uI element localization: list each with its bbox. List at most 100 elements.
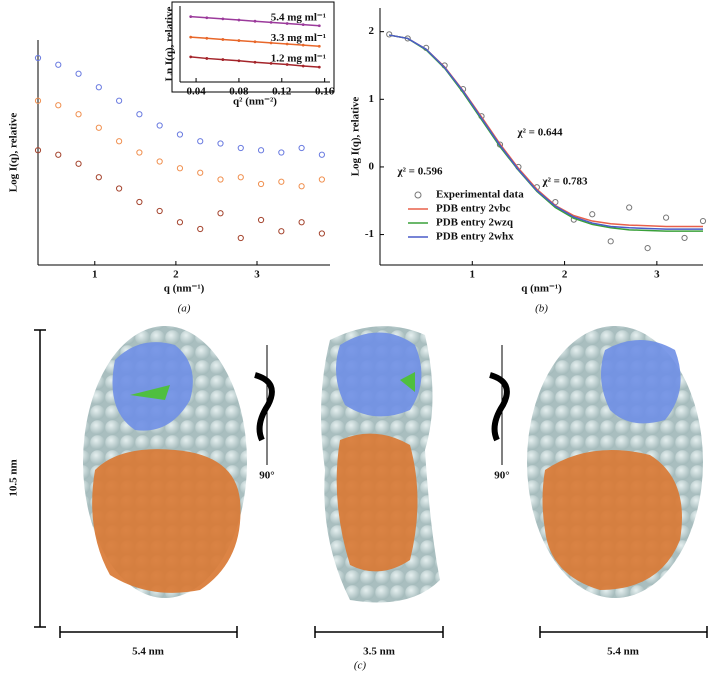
data-point — [253, 19, 257, 23]
data-point — [681, 234, 688, 242]
panel-label: (a) — [178, 303, 191, 315]
data-point — [237, 59, 241, 63]
data-point — [253, 60, 257, 64]
data-point — [301, 64, 305, 68]
data-point — [317, 24, 321, 28]
data-point — [217, 140, 224, 147]
legend-label: PDB entry 2wzq — [436, 217, 514, 229]
data-point — [278, 178, 285, 185]
data-point — [75, 160, 82, 167]
data-point — [644, 244, 651, 252]
rotation-arrow — [254, 345, 510, 465]
data-point — [189, 55, 193, 59]
y-tick-label: -1 — [365, 228, 374, 240]
data-point — [221, 58, 225, 61]
data-point — [221, 38, 225, 41]
data-point — [156, 158, 163, 165]
data-point — [237, 174, 244, 181]
data-point — [34, 54, 42, 62]
data-point — [386, 31, 393, 38]
data-point — [55, 151, 62, 158]
data-point — [116, 138, 123, 145]
data-point — [189, 35, 193, 39]
data-point — [285, 22, 289, 25]
scale-bars — [34, 329, 708, 638]
data-point — [301, 23, 305, 27]
data-point — [75, 70, 82, 77]
annotation: χ² = 0.644 — [517, 127, 563, 139]
data-point — [136, 111, 143, 118]
panel-label: (b) — [535, 303, 548, 315]
rotation-label: 90° — [259, 470, 274, 482]
data-point — [237, 39, 241, 42]
x-axis-label: q (nm⁻¹) — [164, 283, 205, 295]
y-axis-label: Log I(q), relative — [350, 97, 362, 177]
data-point — [217, 210, 224, 217]
x-tick-label: 1 — [470, 269, 476, 281]
data-point — [317, 44, 321, 48]
data-point — [116, 97, 123, 104]
y-axis-label: Ln I(q), relative — [164, 7, 176, 82]
data-point — [285, 63, 289, 66]
data-point — [318, 176, 325, 183]
data-point — [662, 214, 670, 221]
data-point — [221, 17, 225, 21]
data-point — [197, 138, 204, 145]
x-tick-label: 0.12 — [272, 86, 292, 98]
y-tick-label: 1 — [369, 93, 375, 105]
x-tick-label: 0.08 — [229, 86, 249, 98]
molecule-view-2 — [321, 326, 440, 603]
data-point — [176, 131, 184, 138]
y-tick-label: 0 — [369, 160, 375, 172]
x-axis-label: q (nm⁻¹) — [521, 283, 562, 295]
data-point — [75, 111, 82, 118]
data-point — [298, 183, 305, 190]
data-point — [197, 169, 204, 176]
x-tick-label: 1 — [92, 269, 98, 281]
legend-label: PDB entry 2whx — [436, 231, 514, 243]
annotation: χ² = 0.783 — [542, 176, 588, 188]
width-scale: 5.4 nm — [607, 646, 639, 658]
data-point — [55, 61, 62, 68]
data-point — [205, 57, 209, 60]
x-axis-label: q² (nm⁻²) — [233, 96, 277, 108]
x-tick-label: 2 — [562, 269, 568, 281]
data-point — [95, 174, 102, 181]
panel-label: (c) — [354, 660, 367, 672]
data-point — [269, 20, 273, 24]
data-point — [55, 102, 62, 109]
data-point — [189, 15, 193, 19]
data-point — [116, 185, 123, 192]
x-tick-label: 3 — [654, 269, 660, 281]
data-point — [626, 204, 633, 211]
data-point — [253, 40, 257, 44]
x-tick-label: 2 — [173, 269, 179, 281]
data-point — [257, 180, 265, 188]
data-point — [176, 219, 184, 226]
width-scale: 3.5 nm — [363, 646, 395, 658]
data-point — [217, 176, 224, 183]
y-tick-label: 2 — [369, 25, 375, 37]
data-point — [237, 234, 244, 242]
data-point — [278, 149, 285, 156]
x-tick-label: 3 — [254, 269, 260, 281]
series-label: 1.2 mg ml⁻¹ — [271, 53, 326, 65]
data-point — [237, 18, 241, 22]
data-point — [301, 43, 305, 47]
data-point — [156, 122, 163, 129]
series-label: 3.3 mg ml⁻¹ — [271, 32, 326, 44]
data-point — [136, 198, 143, 206]
data-point — [318, 151, 325, 158]
x-tick-label: 0.16 — [315, 86, 335, 98]
data-point — [269, 61, 273, 65]
data-point — [205, 36, 209, 40]
data-point — [34, 147, 42, 154]
data-point — [176, 165, 184, 172]
data-point — [34, 97, 42, 104]
data-point — [257, 147, 265, 154]
data-point — [278, 228, 285, 235]
data-point — [156, 207, 163, 215]
molecule-view-1 — [83, 326, 247, 598]
x-tick-label: 0.04 — [186, 86, 206, 98]
data-point — [318, 230, 325, 237]
